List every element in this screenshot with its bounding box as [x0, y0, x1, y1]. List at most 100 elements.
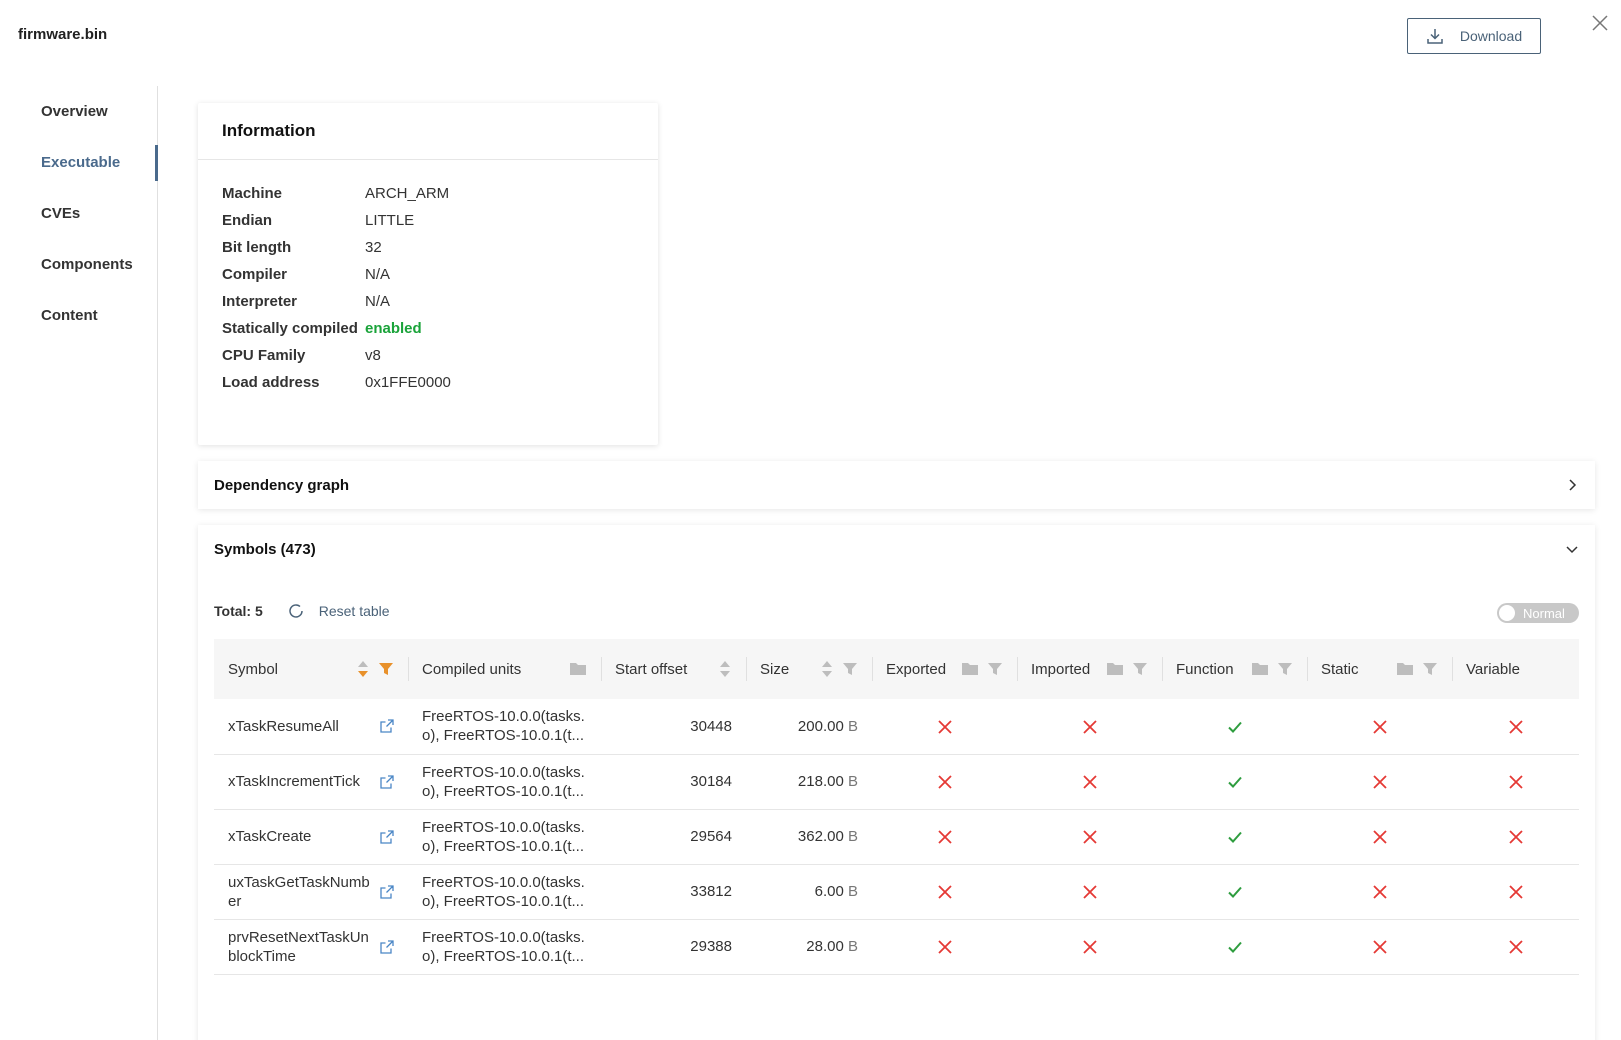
variable-cell [1452, 919, 1579, 975]
column-variable[interactable]: Variable [1452, 639, 1579, 699]
reset-table-button[interactable]: Reset table [287, 602, 390, 620]
column-label: Variable [1466, 660, 1520, 678]
external-link-icon[interactable] [380, 939, 394, 954]
folder-icon[interactable] [569, 661, 587, 677]
exported-cell [872, 754, 1017, 810]
information-title: Information [198, 103, 658, 160]
sidebar-item-overview[interactable]: Overview [41, 103, 108, 120]
table-row[interactable]: xTaskResumeAll FreeRTOS-10.0.0(tasks. o), … [214, 699, 1579, 755]
file-title: firmware.bin [18, 26, 108, 43]
info-row: Compiler N/A [222, 265, 634, 285]
column-static[interactable]: Static [1307, 639, 1452, 699]
column-start-offset[interactable]: Start offset [601, 639, 746, 699]
compiled-units-line: o), FreeRTOS-10.0.1(t... [422, 837, 585, 855]
symbol-cell: prvResetNextTaskUnblockTime [214, 919, 408, 975]
start-offset-cell: 29564 [601, 809, 746, 865]
info-row: Load address 0x1FFE0000 [222, 373, 634, 393]
symbol-cell: xTaskIncrementTick [214, 754, 408, 810]
cross-icon [1372, 885, 1387, 899]
chevron-down-icon[interactable] [1565, 542, 1579, 556]
column-imported[interactable]: Imported [1017, 639, 1162, 699]
chevron-right-icon[interactable] [1565, 478, 1579, 492]
external-link-icon[interactable] [380, 884, 394, 899]
info-key: Endian [222, 212, 273, 229]
size-cell: 28.00 B [746, 919, 872, 975]
folder-icon[interactable] [1106, 661, 1124, 677]
dependency-graph-panel[interactable]: Dependency graph [198, 461, 1595, 509]
symbol-name: xTaskResumeAll [228, 717, 339, 735]
info-row: Machine ARCH_ARM [222, 184, 634, 204]
folder-icon[interactable] [1396, 661, 1414, 677]
filter-icon[interactable] [1422, 661, 1438, 677]
check-icon [1227, 721, 1242, 733]
column-exported[interactable]: Exported [872, 639, 1017, 699]
cross-icon [1508, 720, 1523, 734]
column-label: Start offset [615, 660, 688, 678]
info-value: LITTLE [365, 212, 415, 229]
filter-icon[interactable] [1132, 661, 1148, 677]
sort-icon[interactable] [356, 659, 370, 679]
info-value: 0x1FFE0000 [365, 374, 451, 391]
imported-cell [1017, 809, 1162, 865]
cross-icon [937, 775, 952, 789]
function-cell [1162, 809, 1307, 865]
close-icon[interactable] [1589, 12, 1611, 34]
symbols-table-body: xTaskResumeAll FreeRTOS-10.0.0(tasks. o), … [214, 699, 1579, 975]
refresh-icon [289, 604, 303, 618]
column-compiled-units[interactable]: Compiled units [408, 639, 601, 699]
filter-icon[interactable] [987, 661, 1003, 677]
function-cell [1162, 919, 1307, 975]
compiled-units-cell: FreeRTOS-10.0.0(tasks. o), FreeRTOS-10.0.… [408, 754, 601, 810]
column-function[interactable]: Function [1162, 639, 1307, 699]
external-link-icon[interactable] [380, 829, 394, 844]
variable-cell [1452, 864, 1579, 920]
info-row: Bit length 32 [222, 238, 634, 258]
column-label: Symbol [228, 660, 279, 678]
table-row[interactable]: prvResetNextTaskUnblockTime FreeRTOS-10.0… [214, 919, 1579, 975]
symbols-header[interactable]: Symbols (473) [198, 525, 1595, 573]
cross-icon [1082, 720, 1097, 734]
cross-icon [937, 940, 952, 954]
sort-icon[interactable] [820, 659, 834, 679]
folder-icon[interactable] [1251, 661, 1269, 677]
variable-cell [1452, 754, 1579, 810]
imported-cell [1017, 864, 1162, 920]
folder-icon[interactable] [961, 661, 979, 677]
compiled-units-line: FreeRTOS-10.0.0(tasks. [422, 873, 585, 891]
compiled-units-line: o), FreeRTOS-10.0.1(t... [422, 892, 585, 910]
external-link-icon[interactable] [380, 774, 394, 789]
sort-icon[interactable] [718, 659, 732, 679]
filter-icon[interactable] [1277, 661, 1293, 677]
filter-icon[interactable] [842, 661, 858, 677]
check-icon [1227, 886, 1242, 898]
column-size[interactable]: Size [746, 639, 872, 699]
static-cell [1307, 809, 1452, 865]
sidebar-item-content[interactable]: Content [41, 307, 98, 324]
external-link-icon[interactable] [380, 719, 394, 733]
cross-icon [1082, 885, 1097, 899]
dependency-graph-title: Dependency graph [214, 476, 350, 494]
cross-icon [1508, 885, 1523, 899]
compiled-units-cell: FreeRTOS-10.0.0(tasks. o), FreeRTOS-10.0.… [408, 919, 601, 975]
compiled-units-line: FreeRTOS-10.0.0(tasks. [422, 763, 585, 781]
size-value: 218.00 [797, 773, 844, 790]
download-button[interactable]: Download [1407, 18, 1541, 54]
size-unit: B [847, 938, 858, 955]
sidebar-item-cves[interactable]: CVEs [41, 205, 81, 222]
symbol-cell: uxTaskGetTaskNumber [214, 864, 408, 920]
column-label: Function [1176, 660, 1234, 678]
column-label: Size [760, 660, 790, 678]
size-unit: B [847, 717, 858, 735]
mode-toggle[interactable]: Normal [1497, 603, 1579, 623]
info-value: 32 [365, 239, 382, 256]
sidebar-item-components[interactable]: Components [41, 256, 133, 273]
filter-icon[interactable] [378, 661, 394, 677]
sidebar-item-executable[interactable]: Executable [0, 137, 158, 188]
column-symbol[interactable]: Symbol [214, 639, 408, 699]
exported-cell [872, 699, 1017, 755]
info-row: CPU Family v8 [222, 346, 634, 366]
table-row[interactable]: xTaskCreate FreeRTOS-10.0.0(tasks. o), Fre… [214, 809, 1579, 865]
table-row[interactable]: uxTaskGetTaskNumber FreeRTOS-10.0.0(tasks… [214, 864, 1579, 920]
table-row[interactable]: xTaskIncrementTick FreeRTOS-10.0.0(tasks.… [214, 754, 1579, 810]
information-card: Information Machine ARCH_ARM Endian LITTLE… [198, 103, 658, 445]
